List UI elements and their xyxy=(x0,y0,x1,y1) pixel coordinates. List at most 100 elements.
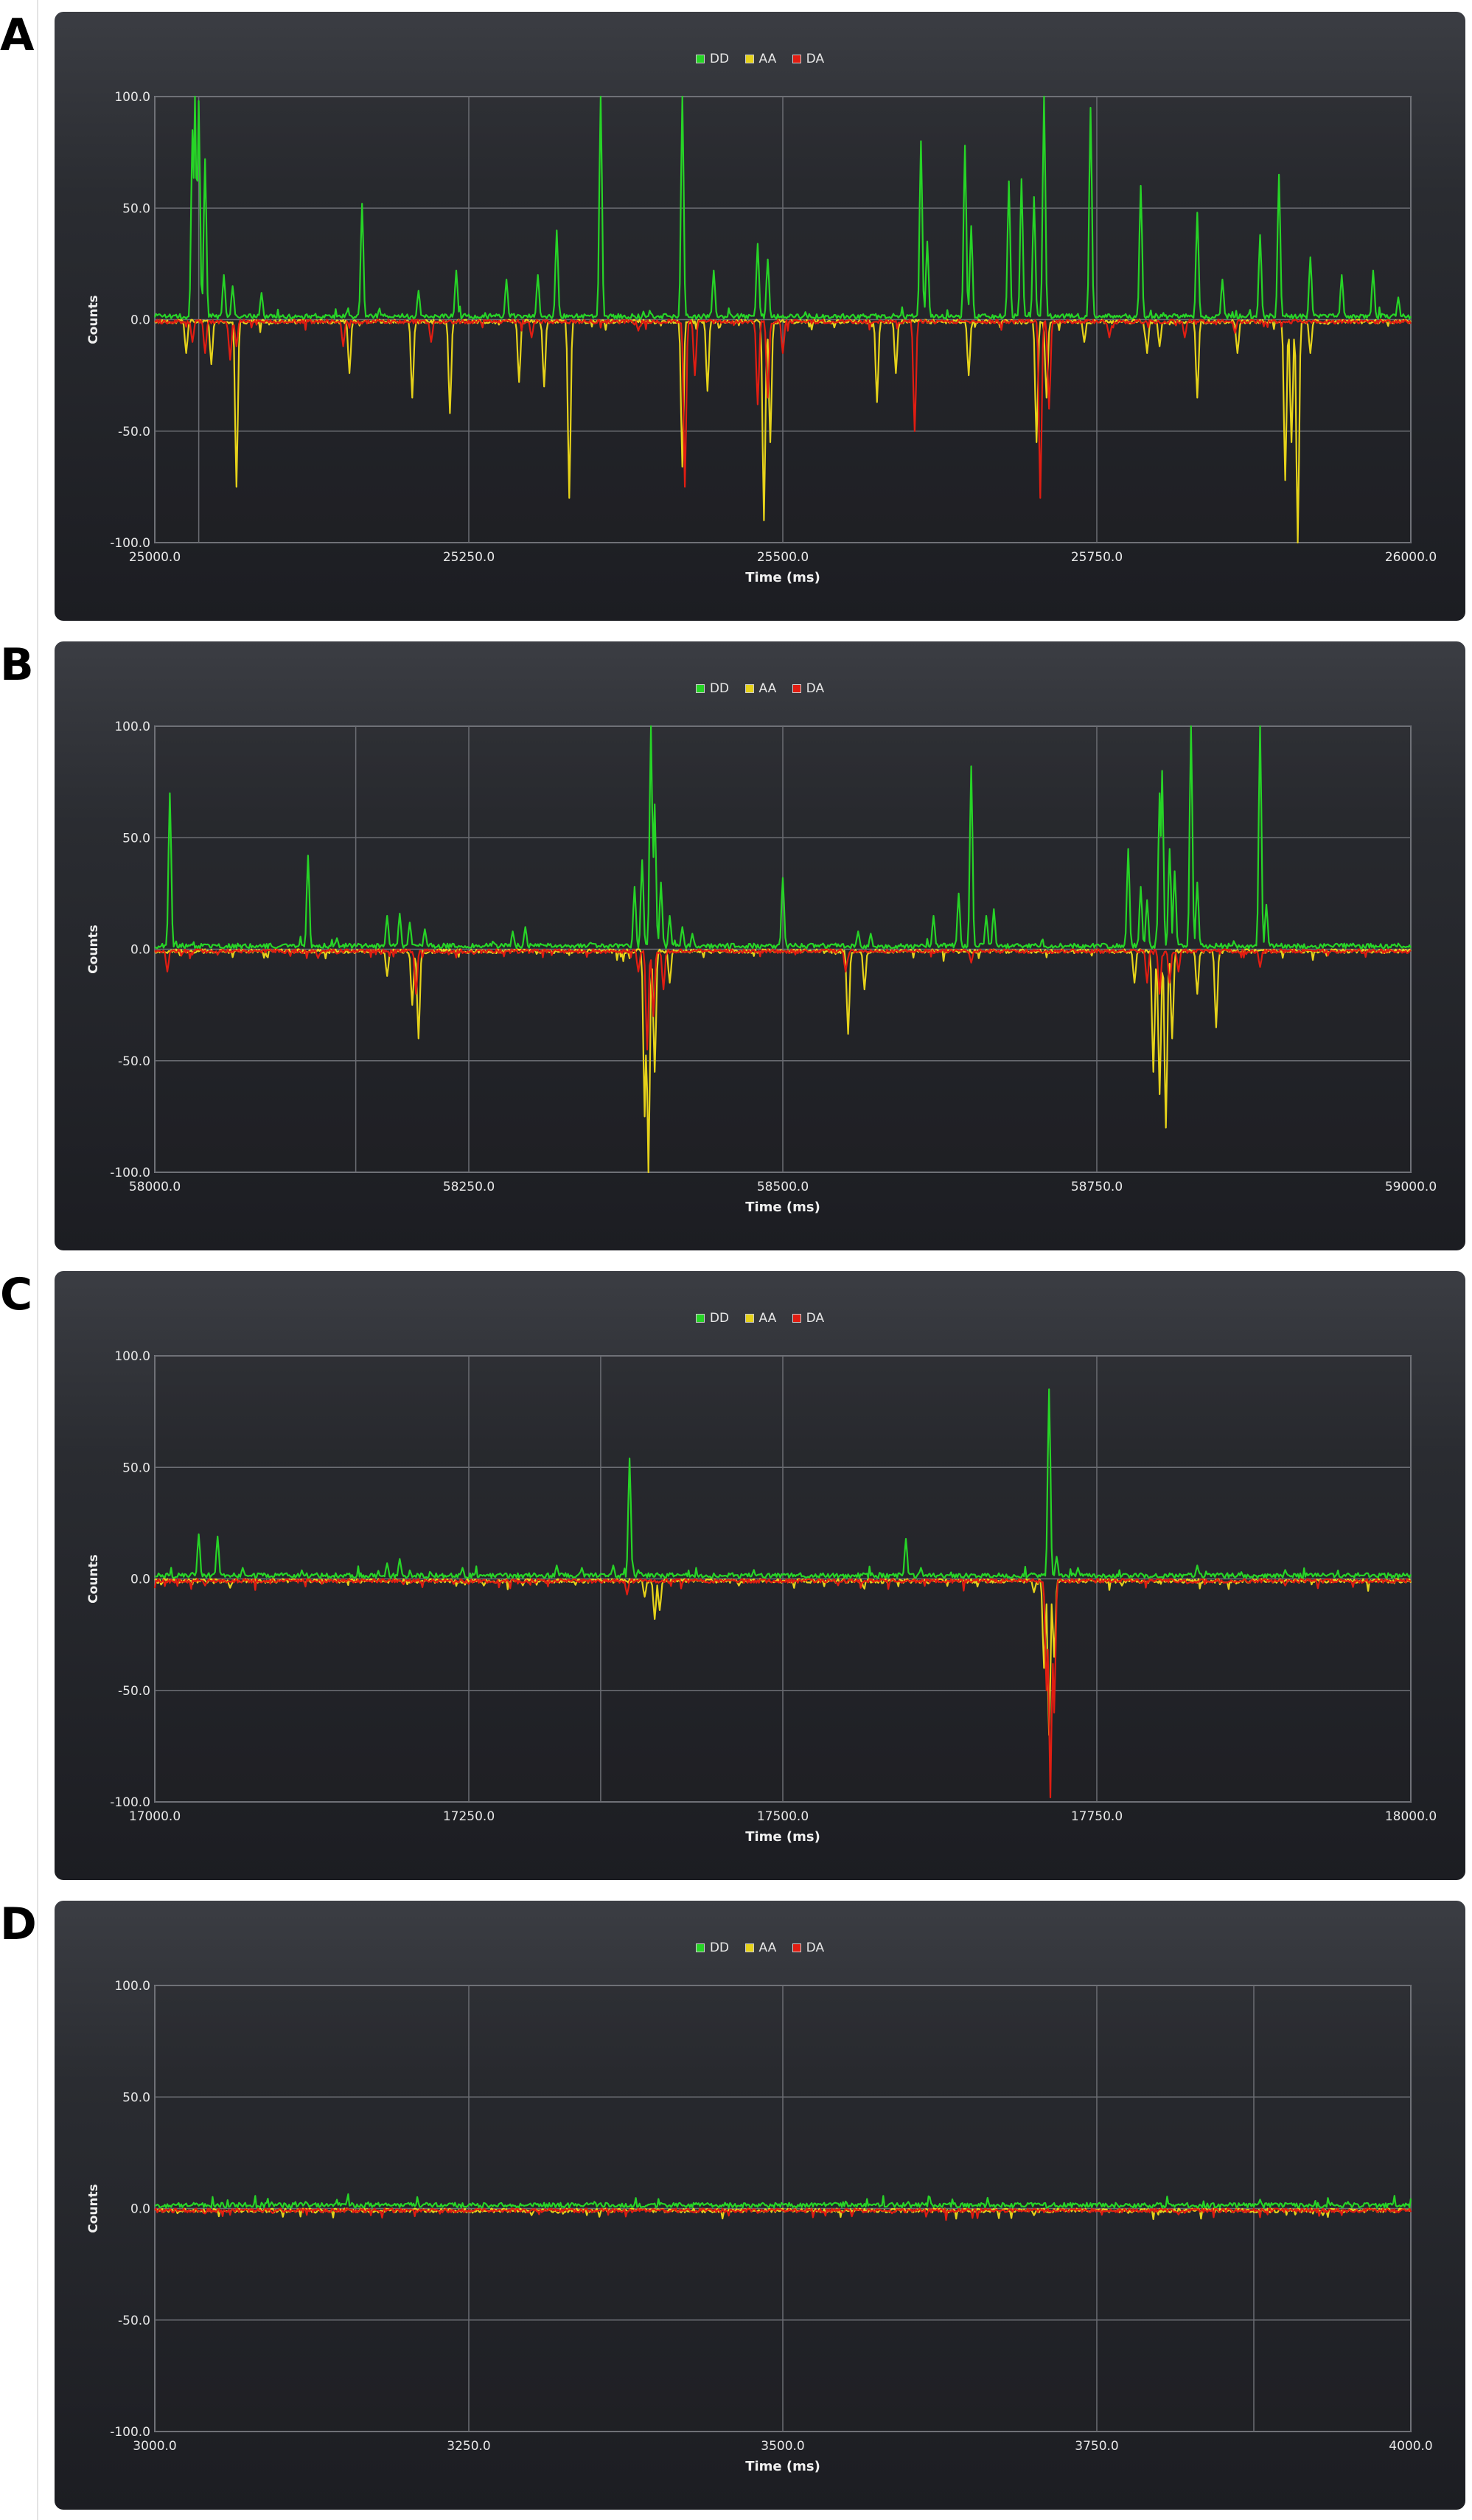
legend-label-aa: AA xyxy=(758,681,777,696)
legend-label-aa: AA xyxy=(758,1311,777,1326)
legend-label-aa: AA xyxy=(758,52,777,66)
y-tick-label: 0.0 xyxy=(130,313,150,328)
x-tick-label: 17750.0 xyxy=(1071,1809,1123,1824)
legend-label-aa: AA xyxy=(758,1941,777,1955)
series-line-da xyxy=(154,948,1412,1051)
x-tick-label: 58500.0 xyxy=(757,1180,809,1194)
x-tick-label: 3000.0 xyxy=(133,2439,176,2454)
y-tick-label: 50.0 xyxy=(122,1461,150,1475)
legend-item-da: DA xyxy=(792,52,824,66)
panel-letter-b: B xyxy=(0,639,34,691)
legend: DD AA DA xyxy=(55,52,1465,69)
x-tick-label: 25750.0 xyxy=(1071,550,1123,565)
chart-panel-c: DD AA DA 100.0 50.0 0.0 -50.0 -100.0 17000.0 1… xyxy=(55,1271,1465,1880)
legend-label-da: DA xyxy=(806,52,825,66)
x-tick-label: 18000.0 xyxy=(1385,1809,1437,1824)
legend-item-dd: DD xyxy=(695,52,730,66)
y-tick-label: -50.0 xyxy=(118,425,150,439)
x-tick-label: 25000.0 xyxy=(129,550,181,565)
x-tick-label: 58250.0 xyxy=(443,1180,495,1194)
y-tick-label: -50.0 xyxy=(118,2314,150,2328)
legend-swatch-da xyxy=(792,684,801,693)
y-tick-label: -50.0 xyxy=(118,1054,150,1069)
y-axis-label: Counts xyxy=(86,925,101,974)
legend-label-dd: DD xyxy=(709,52,730,66)
legend-label-dd: DD xyxy=(709,1311,730,1326)
y-tick-label: 100.0 xyxy=(114,720,150,734)
y-tick-label: 50.0 xyxy=(122,2090,150,2105)
y-tick-label: 50.0 xyxy=(122,831,150,846)
y-axis-label: Counts xyxy=(86,1554,101,1604)
y-tick-label: 100.0 xyxy=(114,1979,150,1994)
y-axis-label: Counts xyxy=(86,295,101,344)
x-tick-label: 58750.0 xyxy=(1071,1180,1123,1194)
legend-swatch-da xyxy=(792,1314,801,1323)
legend-label-da: DA xyxy=(806,1941,825,1955)
legend-swatch-da xyxy=(792,55,801,63)
series-line-dd xyxy=(154,725,1412,950)
panel-letter-c: C xyxy=(0,1269,33,1320)
x-tick-label: 58000.0 xyxy=(129,1180,181,1194)
series-line-dd xyxy=(154,1388,1412,1579)
legend-label-da: DA xyxy=(806,681,825,696)
y-tick-label: -100.0 xyxy=(110,1166,150,1180)
x-axis-label: Time (ms) xyxy=(745,1200,820,1215)
legend-item-aa: AA xyxy=(744,681,777,696)
y-tick-label: 0.0 xyxy=(130,2202,150,2217)
series-line-da xyxy=(153,1578,1412,1799)
legend-item-dd: DD xyxy=(695,1941,730,1955)
x-tick-label: 4000.0 xyxy=(1389,2439,1432,2454)
y-tick-label: 100.0 xyxy=(114,1349,150,1364)
y-tick-label: -100.0 xyxy=(110,2425,150,2440)
legend-item-aa: AA xyxy=(744,1941,777,1955)
legend-swatch-dd xyxy=(695,1943,705,1952)
legend-item-dd: DD xyxy=(695,681,730,696)
legend-label-dd: DD xyxy=(709,681,730,696)
x-tick-label: 17500.0 xyxy=(757,1809,809,1824)
series-line-dd xyxy=(154,2193,1412,2209)
x-tick-label: 3750.0 xyxy=(1075,2439,1118,2454)
legend-item-aa: AA xyxy=(744,1311,777,1326)
y-tick-label: -100.0 xyxy=(110,536,150,551)
x-tick-label: 3250.0 xyxy=(447,2439,490,2454)
x-tick-label: 59000.0 xyxy=(1385,1180,1437,1194)
legend: DD AA DA xyxy=(55,681,1465,699)
legend-item-da: DA xyxy=(792,1941,824,1955)
series-line-da xyxy=(154,319,1412,499)
panel-letter-d: D xyxy=(0,1898,37,1950)
legend-swatch-dd xyxy=(695,55,705,63)
x-tick-label: 26000.0 xyxy=(1385,550,1437,565)
legend-label-da: DA xyxy=(806,1311,825,1326)
series-line-da xyxy=(154,2207,1412,2221)
legend-item-da: DA xyxy=(792,1311,824,1326)
chart-panel-b: DD AA DA 100.0 50.0 0.0 -50.0 -100.0 58000.0 5… xyxy=(55,641,1465,1250)
series-line-dd xyxy=(153,95,1412,320)
legend: DD AA DA xyxy=(55,1941,1465,1958)
y-axis-label: Counts xyxy=(86,2184,101,2233)
legend-label-dd: DD xyxy=(709,1941,730,1955)
legend-swatch-aa xyxy=(744,1943,754,1952)
y-tick-label: 100.0 xyxy=(114,90,150,105)
panel-letter-a: A xyxy=(0,10,35,61)
y-tick-label: 0.0 xyxy=(130,943,150,958)
y-tick-label: -100.0 xyxy=(110,1795,150,1810)
y-tick-label: 0.0 xyxy=(130,1573,150,1587)
legend-item-dd: DD xyxy=(695,1311,730,1326)
legend-swatch-aa xyxy=(744,55,754,63)
chart-panel-a: DD AA DA 100.0 50.0 0.0 -50.0 -100.0 25000.0 2… xyxy=(55,12,1465,621)
legend-swatch-aa xyxy=(744,684,754,693)
x-axis-label: Time (ms) xyxy=(745,1829,820,1845)
legend: DD AA DA xyxy=(55,1311,1465,1329)
x-axis-label: Time (ms) xyxy=(745,570,820,585)
x-tick-label: 25250.0 xyxy=(443,550,495,565)
x-tick-label: 3500.0 xyxy=(761,2439,804,2454)
legend-swatch-da xyxy=(792,1943,801,1952)
x-tick-label: 25500.0 xyxy=(757,550,809,565)
x-tick-label: 17250.0 xyxy=(443,1809,495,1824)
x-tick-label: 17000.0 xyxy=(129,1809,181,1824)
page-left-rule xyxy=(37,0,38,2520)
